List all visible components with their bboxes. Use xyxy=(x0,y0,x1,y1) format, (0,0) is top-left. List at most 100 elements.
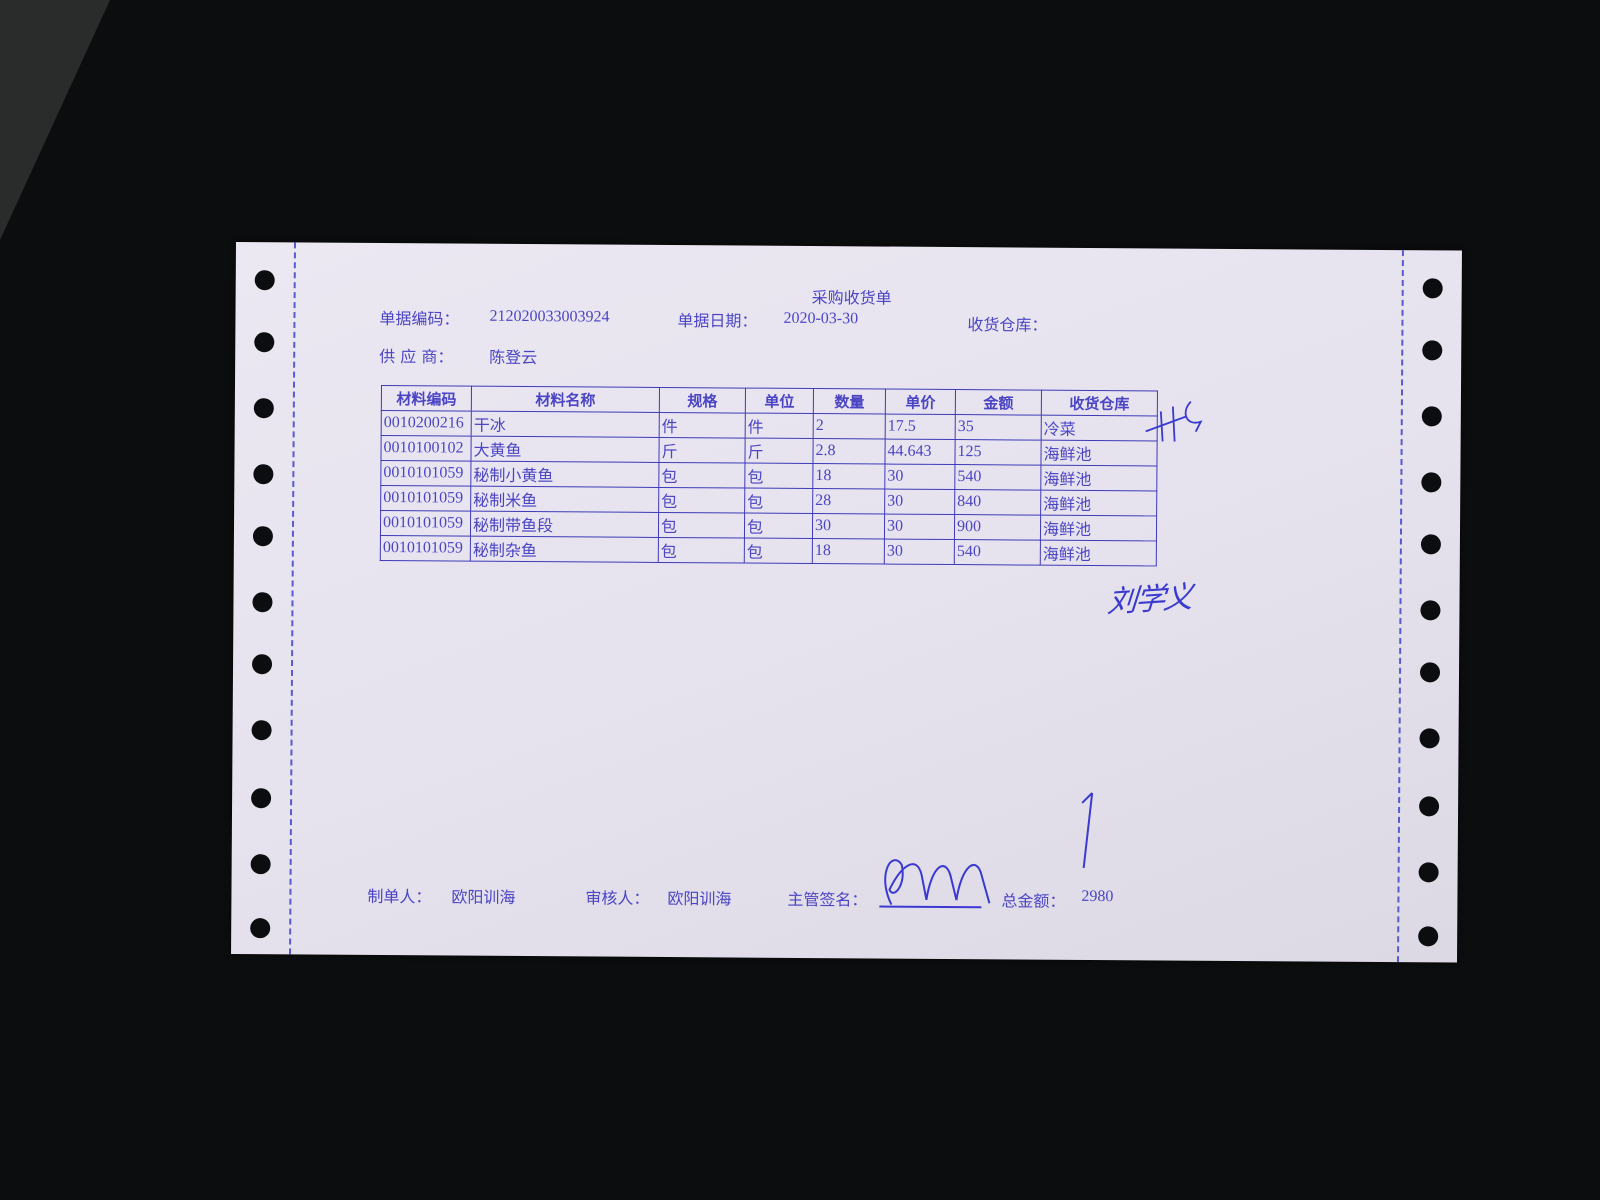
cell-material-code: 0010100102 xyxy=(380,435,472,462)
supervisor-label: 主管签名： xyxy=(787,889,868,910)
cell-unit: 包 xyxy=(744,488,813,514)
total-amount: 2980 xyxy=(1081,887,1114,906)
cell-amount: 900 xyxy=(954,514,1041,541)
cell-spec: 包 xyxy=(658,512,745,539)
cell-material-name: 秘制杂鱼 xyxy=(470,536,659,563)
cell-unit-price: 44.643 xyxy=(884,439,956,465)
cell-unit-price: 30 xyxy=(884,514,955,540)
supervisor-signature xyxy=(879,859,991,909)
cell-material-name: 大黄鱼 xyxy=(470,436,660,463)
col-header: 材料编码 xyxy=(381,385,472,412)
cell-quantity: 2.8 xyxy=(812,438,886,465)
cell-amount: 125 xyxy=(954,439,1042,466)
sprocket-hole xyxy=(1420,600,1441,621)
cell-material-name: 秘制米鱼 xyxy=(470,486,659,513)
sprocket-hole xyxy=(252,592,273,613)
cell-spec: 包 xyxy=(658,537,745,564)
cell-material-code: 0010101059 xyxy=(380,460,471,487)
sprocket-hole xyxy=(1418,862,1439,883)
sprocket-hole xyxy=(1419,728,1440,749)
background-corner xyxy=(0,0,110,240)
table-row: 0010101059 秘制杂鱼包包 18 30 540 海鲜池 xyxy=(380,535,1157,566)
col-header: 数量 xyxy=(813,388,886,415)
sprocket-hole xyxy=(250,854,271,875)
cell-unit-price: 30 xyxy=(884,489,955,515)
sprocket-hole xyxy=(253,464,274,485)
cell-unit: 包 xyxy=(744,513,813,539)
col-header: 单位 xyxy=(745,388,814,414)
cell-spec: 包 xyxy=(658,462,745,489)
cell-unit-price: 17.5 xyxy=(885,414,956,440)
maker-label: 制单人： xyxy=(367,886,432,907)
sprocket-hole xyxy=(251,788,272,809)
cell-amount: 540 xyxy=(954,464,1041,491)
total-label: 总金额： xyxy=(1001,891,1066,911)
sprocket-hole xyxy=(1421,406,1442,427)
handwritten-stroke xyxy=(1081,792,1094,869)
doc-no-label: 单据编码： xyxy=(379,309,460,329)
sprocket-hole xyxy=(252,526,274,547)
cell-spec: 斤 xyxy=(658,437,746,464)
cell-spec: 包 xyxy=(658,487,745,514)
doc-no: 212020033003924 xyxy=(489,307,610,326)
sprocket-hole xyxy=(254,332,275,353)
col-header: 材料名称 xyxy=(471,386,660,413)
sprocket-hole xyxy=(1418,926,1439,947)
cell-unit: 斤 xyxy=(744,438,814,464)
document-title: 采购收货单 xyxy=(811,288,892,308)
sprocket-hole xyxy=(253,398,274,419)
sprocket-hole xyxy=(1422,340,1443,361)
handwritten-name: 刘学义 xyxy=(1106,579,1193,621)
cell-material-name: 秘制小黄鱼 xyxy=(470,461,659,488)
cell-material-code: 0010200216 xyxy=(381,410,472,437)
cell-unit: 包 xyxy=(744,538,813,564)
sprocket-hole xyxy=(1419,796,1440,817)
sprocket-hole xyxy=(1421,472,1442,493)
cell-unit-price: 30 xyxy=(884,539,955,565)
sprocket-hole xyxy=(254,270,275,291)
sprocket-hole xyxy=(251,720,272,741)
cell-warehouse: 海鲜池 xyxy=(1040,490,1157,516)
cell-quantity: 18 xyxy=(812,538,885,565)
tractor-strip-left xyxy=(231,242,296,955)
col-header: 金额 xyxy=(955,389,1042,416)
cell-unit: 包 xyxy=(744,463,813,489)
cell-quantity: 18 xyxy=(812,463,885,490)
col-header: 单价 xyxy=(885,389,956,415)
cell-quantity: 30 xyxy=(812,513,885,540)
handwritten-mark xyxy=(1145,401,1203,442)
cell-material-name: 干冰 xyxy=(471,411,660,438)
cell-warehouse: 海鲜池 xyxy=(1040,515,1157,541)
sprocket-hole xyxy=(1420,534,1441,555)
cell-material-code: 0010101059 xyxy=(380,510,471,537)
cell-warehouse: 海鲜池 xyxy=(1040,465,1157,491)
date-label: 单据日期： xyxy=(677,311,758,331)
reviewer-name: 欧阳训海 xyxy=(667,889,732,909)
items-table: 材料编码 材料名称 规格 单位 数量 单价 金额 收货仓库 0010200216… xyxy=(380,385,1158,566)
cell-material-code: 0010101059 xyxy=(380,485,471,512)
maker-name: 欧阳训海 xyxy=(451,887,516,907)
supplier-name: 陈登云 xyxy=(489,347,538,368)
reviewer-label: 审核人： xyxy=(585,888,650,908)
cell-material-name: 秘制带鱼段 xyxy=(470,511,659,538)
sprocket-hole xyxy=(251,654,273,675)
cell-unit-price: 30 xyxy=(884,464,955,490)
purchase-receipt-paper: 采购收货单 单据编码： 212020033003924 单据日期： 2020-0… xyxy=(231,242,1462,963)
cell-amount: 840 xyxy=(954,489,1041,516)
warehouse-label: 收货仓库： xyxy=(967,315,1048,335)
cell-amount: 540 xyxy=(954,539,1041,566)
sprocket-hole xyxy=(1422,278,1443,299)
cell-warehouse: 海鲜池 xyxy=(1040,540,1157,566)
cell-quantity: 2 xyxy=(813,413,886,440)
col-header: 规格 xyxy=(659,387,746,414)
cell-spec: 件 xyxy=(659,412,746,439)
cell-quantity: 28 xyxy=(812,488,885,515)
sprocket-hole xyxy=(1419,662,1441,683)
cell-unit: 件 xyxy=(745,413,814,439)
cell-material-code: 0010101059 xyxy=(380,535,471,562)
supplier-label: 供 应 商： xyxy=(379,347,454,367)
sprocket-hole xyxy=(250,918,271,939)
cell-amount: 35 xyxy=(955,414,1042,441)
tractor-strip-right xyxy=(1397,250,1462,963)
doc-date: 2020-03-30 xyxy=(783,309,859,328)
